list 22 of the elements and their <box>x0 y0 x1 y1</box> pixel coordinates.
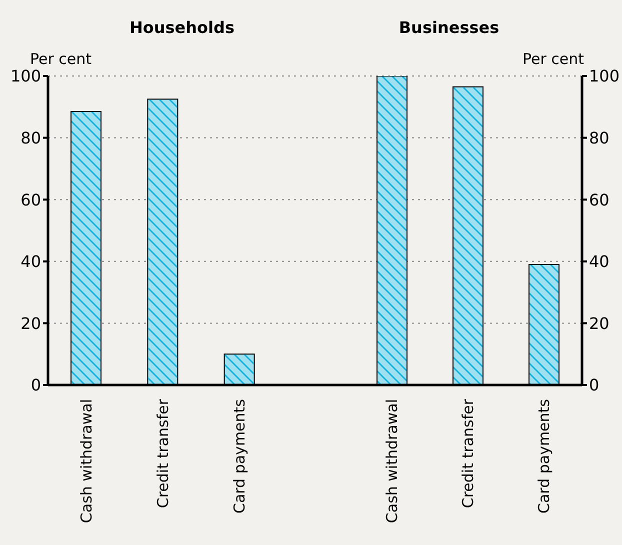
x-tick-label: Card payments <box>535 398 553 514</box>
y-tick-label: 0 <box>30 376 41 395</box>
y2-tick-label: 100 <box>589 66 620 86</box>
y2-axis-title: Per cent <box>522 50 584 68</box>
y-tick-label: 60 <box>20 190 41 210</box>
y2-tick-label: 0 <box>589 376 600 395</box>
x-tick-label: Cash withdrawal <box>77 399 96 524</box>
y2-tick-label: 80 <box>589 128 610 148</box>
y-tick-label: 80 <box>20 128 41 148</box>
y2-tick-label: 40 <box>589 252 610 272</box>
chart-title: Households <box>128 18 236 37</box>
y2-tick-label: 60 <box>589 190 610 210</box>
chart-title: Businesses <box>398 18 500 37</box>
y-tick-label: 100 <box>10 66 41 86</box>
x-tick-label: Credit transfer <box>459 398 477 508</box>
y-axis-title: Per cent <box>30 50 92 68</box>
y-tick-label: 40 <box>20 252 41 272</box>
x-tick-label: Credit transfer <box>154 398 172 508</box>
x-tick-label: Cash withdrawal <box>383 399 401 524</box>
y2-tick-label: 20 <box>589 314 610 333</box>
x-tick-label: Card payments <box>230 398 249 514</box>
y-tick-label: 20 <box>20 314 41 333</box>
